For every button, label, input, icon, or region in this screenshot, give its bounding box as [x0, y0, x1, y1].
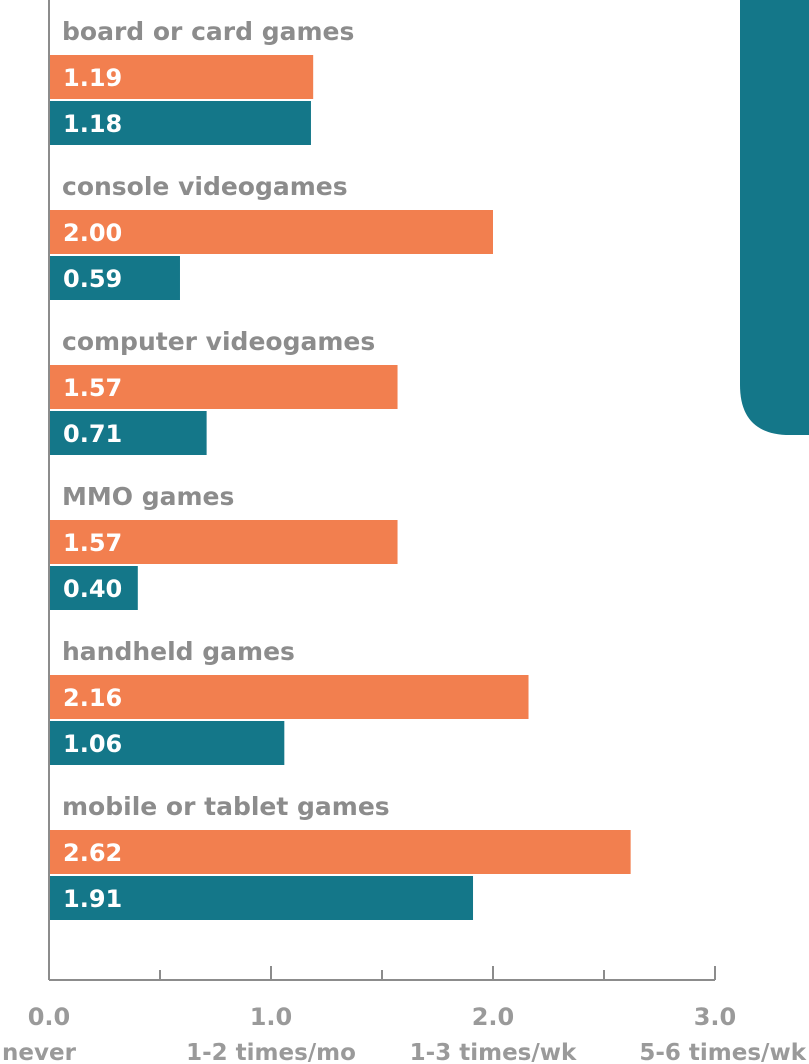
x-tick-label: 2.0 — [472, 1003, 515, 1031]
category-label: console videogames — [62, 172, 348, 201]
category-label: handheld games — [62, 637, 295, 666]
side-panel — [740, 0, 809, 435]
bar-value-label: 2.16 — [63, 684, 122, 712]
bar — [49, 55, 314, 99]
bar-value-label: 0.71 — [63, 420, 122, 448]
bar — [49, 365, 398, 409]
x-tick-label: 3.0 — [694, 1003, 737, 1031]
category-label: mobile or tablet games — [62, 792, 390, 821]
bar — [49, 210, 493, 254]
x-tick-description: 5-6 times/wk — [639, 1040, 806, 1064]
bar-value-label: 1.18 — [63, 110, 122, 138]
bar-value-label: 1.19 — [63, 64, 122, 92]
bar — [49, 876, 474, 920]
x-tick-description: 1-2 times/mo — [186, 1040, 356, 1064]
bar-value-label: 1.06 — [63, 730, 122, 758]
bar-value-label: 0.59 — [63, 265, 122, 293]
bar-value-label: 2.00 — [63, 219, 122, 247]
x-tick-label: 1.0 — [250, 1003, 293, 1031]
category-label: computer videogames — [62, 327, 375, 356]
x-tick-description: 1-3 times/wk — [410, 1040, 577, 1064]
bar — [49, 520, 398, 564]
x-tick-description: never — [2, 1040, 77, 1064]
bar-value-label: 1.91 — [63, 885, 122, 913]
category-label: board or card games — [62, 17, 354, 46]
bar — [49, 721, 285, 765]
bar — [49, 566, 138, 610]
bar-value-label: 1.57 — [63, 529, 122, 557]
bar — [49, 256, 180, 300]
bar — [49, 101, 311, 145]
bar-value-label: 2.62 — [63, 839, 122, 867]
bars: board or card games 1.19 1.18 console video… — [49, 17, 631, 920]
bar-value-label: 0.40 — [63, 575, 122, 603]
x-tick-label: 0.0 — [28, 1003, 71, 1031]
bar-value-label: 1.57 — [63, 374, 122, 402]
bar — [49, 830, 631, 874]
bar — [49, 675, 529, 719]
category-label: MMO games — [62, 482, 234, 511]
bar — [49, 411, 207, 455]
